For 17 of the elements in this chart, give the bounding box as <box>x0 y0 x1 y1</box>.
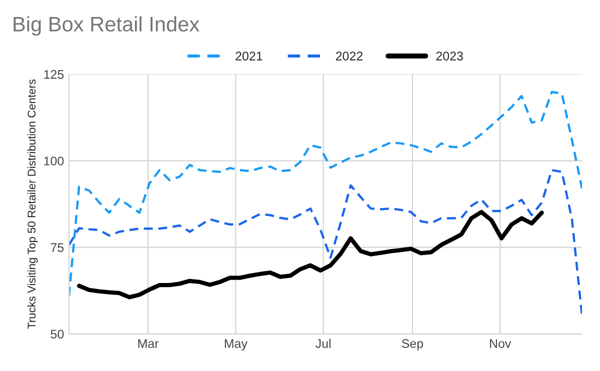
x-tick-label: Nov <box>490 339 512 348</box>
chart-title: Big Box Retail Index <box>14 16 200 36</box>
line-series <box>69 169 582 317</box>
y-axis-title: Trucks Visiting Top 50 Retailer Distribution Centers <box>27 79 38 329</box>
y-tick-label: 100 <box>44 156 64 166</box>
y-tick-label: 50 <box>50 330 64 339</box>
legend-label: 2021 <box>236 52 262 60</box>
x-tick-label: Jul <box>316 338 330 348</box>
y-tick-label: 75 <box>50 243 64 252</box>
x-tick-label: May <box>224 339 248 350</box>
x-tick-label: Mar <box>138 339 159 348</box>
legend-label: 2023 <box>436 52 463 60</box>
line-series <box>69 90 582 297</box>
x-tick-label: Sep <box>402 339 424 350</box>
y-tick-label: 125 <box>44 70 64 79</box>
legend-label: 2022 <box>336 52 363 60</box>
line-series <box>76 210 544 300</box>
